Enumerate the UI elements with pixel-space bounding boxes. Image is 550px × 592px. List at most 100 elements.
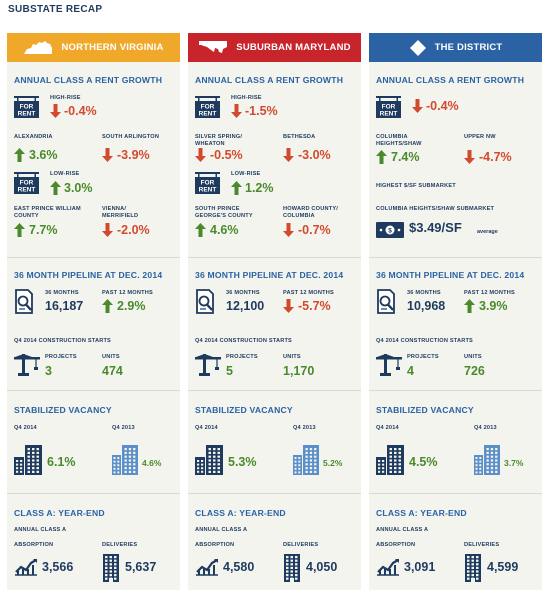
36-months-value: 16,187: [45, 299, 84, 313]
column-header: SUBURBAN MARYLAND: [188, 33, 361, 62]
36-months-value: 10,968: [407, 299, 446, 313]
units-value: 726: [464, 364, 485, 378]
projects-label: PROJECTS: [45, 354, 77, 360]
vacancy-section: STABILIZED VACANCY Q4 2014 4.5% Q4 2013 …: [369, 390, 542, 490]
rent-per-sf-average-label: average: [477, 229, 498, 235]
vacancy-section: STABILIZED VACANCY Q4 2014 6.1% Q4 2013 …: [7, 390, 180, 490]
submarket-b-value: -3.9%: [117, 148, 150, 162]
pipeline-title: 36 MONTH PIPELINE AT DEC. 2014: [376, 270, 525, 280]
column-northern-virginia: NORTHERN VIRGINIA ANNUAL CLASS A RENT GR…: [7, 33, 180, 590]
deliveries-label: DELIVERIES: [283, 542, 319, 548]
down-arrow-icon: [464, 150, 475, 169]
down-arrow-icon: [283, 148, 294, 167]
tall-building-icon: [103, 554, 119, 587]
past-12-months-label: PAST 12 MONTHS: [464, 290, 515, 296]
district-map-icon: [409, 39, 427, 57]
annual-class-a-label: ANNUAL CLASS A: [195, 527, 248, 533]
page-title: SUBSTATE RECAP: [8, 4, 103, 15]
svg-text:$: $: [388, 228, 392, 235]
vacancy-q4-2014-value: 4.5%: [409, 455, 438, 469]
submarket-b-value: -4.7%: [479, 150, 512, 164]
deliveries-value: 5,637: [125, 560, 157, 574]
vacancy-q4-2014-value: 6.1%: [47, 455, 76, 469]
vacancy-title: STABILIZED VACANCY: [195, 405, 293, 415]
annual-class-a-label: ANNUAL CLASS A: [14, 527, 67, 533]
submarket-a-value: 3.6%: [29, 148, 58, 162]
vacancy-title: STABILIZED VACANCY: [376, 405, 474, 415]
svg-text:RENT: RENT: [199, 111, 217, 118]
tall-building-icon: [284, 554, 300, 587]
column-header-title: THE DISTRICT: [434, 42, 503, 53]
year-end-title: CLASS A: YEAR-END: [376, 508, 467, 518]
pipeline-section: 36 MONTH PIPELINE AT DEC. 2014 36 MONTHS…: [188, 257, 361, 387]
submarket-c-value: 4.6%: [210, 223, 239, 237]
low-rise-label: LOW-RISE: [50, 171, 80, 177]
trend-chart-icon: [376, 557, 400, 582]
svg-text:FOR: FOR: [201, 180, 215, 187]
svg-text:FOR: FOR: [201, 104, 215, 111]
for-rent-sign-icon: FOR RENT: [195, 96, 220, 123]
submarket-c-label: EAST PRINCE WILLIAM COUNTY: [14, 206, 81, 219]
rent-growth-title: ANNUAL CLASS A RENT GROWTH: [14, 75, 163, 85]
high-rise-value: -1.5%: [245, 104, 278, 118]
units-label: UNITS: [464, 354, 482, 360]
36-months-value: 12,100: [226, 299, 265, 313]
submarket-b-label: BETHESDA: [283, 134, 316, 140]
absorption-label: ABSORPTION: [14, 542, 54, 548]
down-arrow-icon: [412, 99, 423, 118]
past-12-months-value: 2.9%: [117, 299, 146, 313]
submarket-a-value: -0.5%: [210, 148, 243, 162]
pipeline-section: 36 MONTH PIPELINE AT DEC. 2014 36 MONTHS…: [369, 257, 542, 387]
vacancy-section: STABILIZED VACANCY Q4 2014 5.3% Q4 2013 …: [188, 390, 361, 490]
building-icon: [293, 445, 319, 480]
column-header: NORTHERN VIRGINIA: [7, 33, 180, 62]
up-arrow-icon: [14, 148, 25, 167]
projects-label: PROJECTS: [226, 354, 258, 360]
building-icon: [474, 445, 500, 480]
up-arrow-icon: [464, 299, 475, 318]
svg-text:RENT: RENT: [18, 111, 36, 118]
past-12-months-label: PAST 12 MONTHS: [283, 290, 334, 296]
down-arrow-icon: [195, 148, 206, 167]
high-rise-label: HIGH-RISE: [50, 95, 81, 101]
trend-chart-icon: [195, 557, 219, 582]
high-rise-value: -0.4%: [64, 104, 97, 118]
svg-text:FOR: FOR: [20, 104, 34, 111]
projects-value: 4: [407, 364, 414, 378]
year-end-section: CLASS A: YEAR-END ANNUAL CLASS A ABSORPT…: [7, 493, 180, 590]
crane-icon: [195, 354, 221, 381]
building-icon: [112, 445, 138, 480]
cash-icon: $: [376, 222, 404, 243]
projects-value: 3: [45, 364, 52, 378]
36-months-label: 36 MONTHS: [45, 290, 79, 296]
absorption-value: 3,091: [404, 560, 436, 574]
year-end-section: CLASS A: YEAR-END ANNUAL CLASS A ABSORPT…: [188, 493, 361, 590]
building-icon: [14, 445, 42, 480]
column-header-title: NORTHERN VIRGINIA: [61, 42, 164, 53]
down-arrow-icon: [283, 299, 294, 318]
down-arrow-icon: [283, 223, 294, 242]
deliveries-label: DELIVERIES: [464, 542, 500, 548]
past-12-months-value: -5.7%: [298, 299, 331, 313]
low-rise-label: LOW-RISE: [231, 171, 261, 177]
absorption-value: 3,566: [42, 560, 74, 574]
down-arrow-icon: [102, 223, 113, 242]
vacancy-q4-2014-value: 5.3%: [228, 455, 257, 469]
crane-icon: [376, 354, 402, 381]
for-rent-sign-icon: FOR RENT: [376, 96, 401, 123]
rent-growth-title: ANNUAL CLASS A RENT GROWTH: [376, 75, 525, 85]
units-value: 1,170: [283, 364, 315, 378]
maryland-map-icon: [198, 40, 228, 56]
submarket-b-value: -3.0%: [298, 148, 331, 162]
high-rise-label: HIGH-RISE: [231, 95, 262, 101]
annual-class-a-label: ANNUAL CLASS A: [376, 527, 429, 533]
year-end-title: CLASS A: YEAR-END: [14, 508, 105, 518]
36-months-label: 36 MONTHS: [226, 290, 260, 296]
submarket-a-value: 7.4%: [391, 150, 420, 164]
column-the-district: THE DISTRICT ANNUAL CLASS A RENT GROWTH …: [369, 33, 542, 590]
up-arrow-icon: [195, 223, 206, 242]
svg-text:FOR: FOR: [382, 104, 396, 111]
column-header: THE DISTRICT: [369, 33, 542, 62]
units-value: 474: [102, 364, 123, 378]
absorption-label: ABSORPTION: [376, 542, 416, 548]
